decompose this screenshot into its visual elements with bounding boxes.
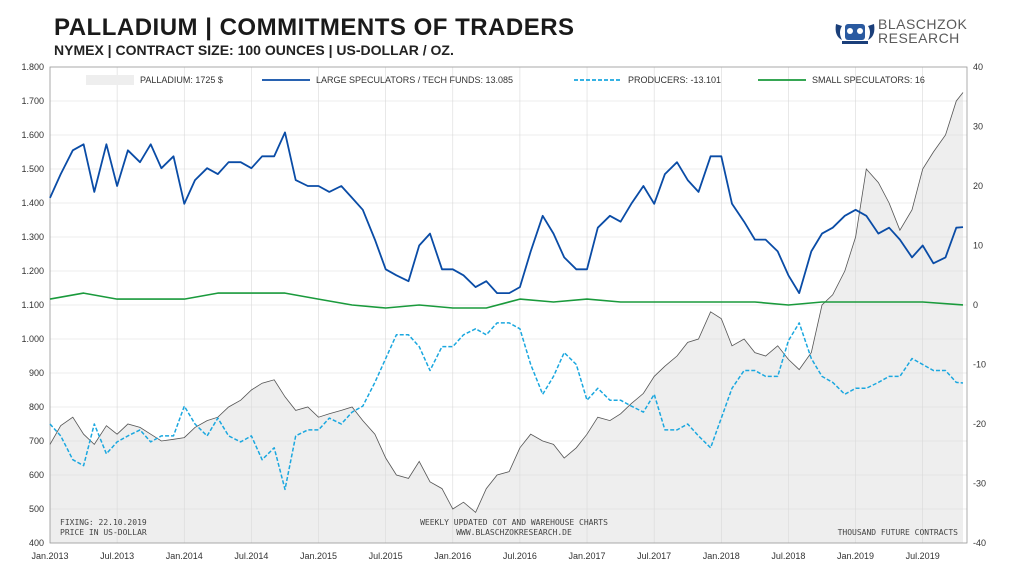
left-tick-label: 1.700 (21, 96, 44, 106)
legend-large-spec-label: LARGE SPECULATORS / TECH FUNDS: 13.085 (316, 75, 513, 85)
small-spec-line (49, 292, 964, 309)
plot-frame (49, 66, 968, 544)
footer-center-line-1: WEEKLY UPDATED COT AND WAREHOUSE CHARTS (420, 518, 608, 527)
footer-center: WEEKLY UPDATED COT AND WAREHOUSE CHARTS … (400, 518, 628, 538)
x-tick-label: Jan.2013 (31, 551, 68, 561)
x-tick-label: Jul.2014 (234, 551, 268, 561)
left-tick-label: 800 (29, 402, 44, 412)
footer-left: FIXING: 22.10.2019 PRICE IN US-DOLLAR (60, 518, 147, 538)
left-tick-label: 600 (29, 470, 44, 480)
right-tick-label: 10 (973, 241, 983, 251)
left-tick-label: 1.600 (21, 130, 44, 140)
x-tick-label: Jan.2015 (300, 551, 337, 561)
left-tick-label: 1.200 (21, 266, 44, 276)
right-tick-label: 0 (973, 300, 978, 310)
left-tick-label: 900 (29, 368, 44, 378)
large-spec-line (49, 131, 964, 294)
page-title: PALLADIUM | COMMITMENTS OF TRADERS (54, 14, 575, 41)
right-tick-label: 40 (973, 62, 983, 72)
page-subtitle: NYMEX | CONTRACT SIZE: 100 OUNCES | US-D… (54, 42, 454, 58)
price-area (50, 92, 963, 543)
logo-text: BLASCHZOK RESEARCH (878, 17, 967, 45)
left-tick-label: 500 (29, 504, 44, 514)
left-tick-label: 1.000 (21, 334, 44, 344)
x-tick-label: Jan.2016 (434, 551, 471, 561)
left-tick-label: 700 (29, 436, 44, 446)
left-tick-label: 1.800 (21, 62, 44, 72)
left-tick-label: 1.400 (21, 198, 44, 208)
x-tick-label: Jul.2016 (503, 551, 537, 561)
right-tick-label: -40 (973, 538, 986, 548)
footer-price-unit: PRICE IN US-DOLLAR (60, 528, 147, 537)
footer-center-line-2: WWW.BLASCHZOKRESEARCH.DE (456, 528, 572, 537)
x-tick-label: Jan.2014 (166, 551, 203, 561)
left-tick-label: 1.500 (21, 164, 44, 174)
x-tick-label: Jul.2019 (906, 551, 940, 561)
legend-producers-label: PRODUCERS: -13.101 (628, 75, 721, 85)
logo-line-1: BLASCHZOK (878, 16, 968, 32)
right-tick-label: -30 (973, 479, 986, 489)
left-tick-label: 1.100 (21, 300, 44, 310)
legend-small-spec-label: SMALL SPECULATORS: 16 (812, 75, 925, 85)
footer-fixing: FIXING: 22.10.2019 (60, 518, 147, 527)
legend-price-label: PALLADIUM: 1725 $ (140, 75, 223, 85)
right-tick-label: 20 (973, 181, 983, 191)
legend-price-swatch (86, 75, 134, 85)
x-tick-label: Jan.2018 (703, 551, 740, 561)
x-tick-label: Jan.2017 (569, 551, 606, 561)
footer-right: THOUSAND FUTURE CONTRACTS (837, 528, 958, 537)
left-tick-label: 1.300 (21, 232, 44, 242)
logo-line-2: RESEARCH (878, 30, 960, 46)
logo-icon (835, 24, 875, 44)
left-tick-label: 400 (29, 538, 44, 548)
right-tick-label: -20 (973, 419, 986, 429)
right-tick-label: -10 (973, 360, 986, 370)
x-tick-label: Jul.2018 (771, 551, 805, 561)
right-tick-label: 30 (973, 122, 983, 132)
x-tick-label: Jul.2015 (369, 551, 403, 561)
price-line (49, 92, 964, 514)
x-tick-label: Jul.2017 (637, 551, 671, 561)
x-tick-label: Jan.2019 (837, 551, 874, 561)
x-tick-label: Jul.2013 (100, 551, 134, 561)
producers-line (49, 322, 964, 491)
